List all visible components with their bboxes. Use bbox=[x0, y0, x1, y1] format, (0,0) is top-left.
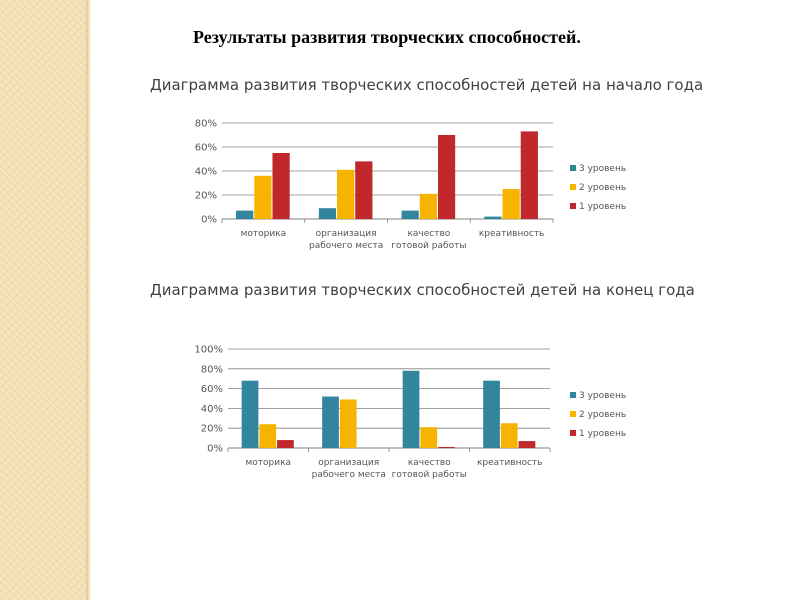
y-tick-label: 40% bbox=[201, 404, 223, 415]
bar bbox=[484, 216, 502, 219]
decorative-side-strip bbox=[0, 0, 86, 600]
bar bbox=[500, 423, 518, 448]
legend-swatch bbox=[570, 203, 576, 209]
x-tick-label: рабочего места bbox=[312, 470, 386, 480]
legend-label: 3 уровень bbox=[579, 391, 626, 401]
bar bbox=[518, 441, 536, 448]
bar bbox=[254, 175, 272, 219]
legend-label: 2 уровень bbox=[579, 183, 626, 193]
y-tick-label: 20% bbox=[195, 191, 217, 202]
x-tick-label: качество bbox=[408, 458, 451, 468]
x-tick-label: организация bbox=[318, 458, 379, 468]
bar bbox=[241, 380, 259, 448]
bar bbox=[419, 193, 437, 219]
bar bbox=[277, 440, 294, 448]
bar bbox=[438, 447, 455, 448]
bar bbox=[259, 424, 277, 448]
legend-swatch bbox=[570, 165, 576, 171]
y-tick-label: 40% bbox=[195, 167, 217, 178]
y-tick-label: 60% bbox=[195, 143, 217, 154]
bar bbox=[502, 189, 520, 219]
bar bbox=[420, 427, 438, 448]
bar bbox=[318, 208, 337, 219]
legend-label: 1 уровень bbox=[579, 202, 626, 212]
chart-title-start-of-year: Диаграмма развития творческих способност… bbox=[150, 76, 704, 94]
bar bbox=[272, 153, 290, 219]
x-tick-label: креативность bbox=[479, 229, 544, 239]
legend-swatch bbox=[570, 411, 576, 417]
y-tick-label: 80% bbox=[195, 119, 217, 130]
bar bbox=[355, 161, 373, 219]
x-tick-label: рабочего места bbox=[309, 241, 383, 251]
legend-label: 3 уровень bbox=[579, 164, 626, 174]
slide-title: Результаты развития творческих способнос… bbox=[193, 27, 581, 47]
bar bbox=[483, 380, 500, 448]
y-tick-label: 0% bbox=[207, 444, 223, 455]
bar bbox=[322, 396, 339, 448]
y-tick-label: 80% bbox=[201, 364, 223, 375]
x-tick-label: качество bbox=[407, 229, 450, 239]
legend-label: 1 уровень bbox=[579, 429, 626, 439]
bar bbox=[339, 399, 357, 448]
bar bbox=[437, 135, 456, 219]
bar bbox=[520, 131, 538, 219]
x-tick-label: креативность bbox=[477, 458, 542, 468]
x-tick-label: моторика bbox=[245, 458, 291, 468]
side-strip-edge bbox=[86, 0, 91, 600]
bar bbox=[236, 210, 254, 219]
legend-label: 2 уровень bbox=[579, 410, 626, 420]
x-tick-label: моторика bbox=[241, 229, 287, 239]
chart-title-end-of-year: Диаграмма развития творческих способност… bbox=[150, 281, 695, 299]
y-tick-label: 0% bbox=[201, 215, 217, 226]
y-tick-label: 100% bbox=[194, 345, 223, 356]
x-tick-label: готовой работы bbox=[391, 241, 466, 251]
legend-swatch bbox=[570, 392, 576, 398]
y-tick-label: 60% bbox=[201, 384, 223, 395]
bar bbox=[401, 210, 419, 219]
y-tick-label: 20% bbox=[201, 424, 223, 435]
x-tick-label: готовой работы bbox=[392, 470, 467, 480]
bar bbox=[337, 169, 355, 219]
legend-swatch bbox=[570, 430, 576, 436]
x-tick-label: организация bbox=[316, 229, 377, 239]
bar bbox=[402, 370, 420, 448]
legend-swatch bbox=[570, 184, 576, 190]
